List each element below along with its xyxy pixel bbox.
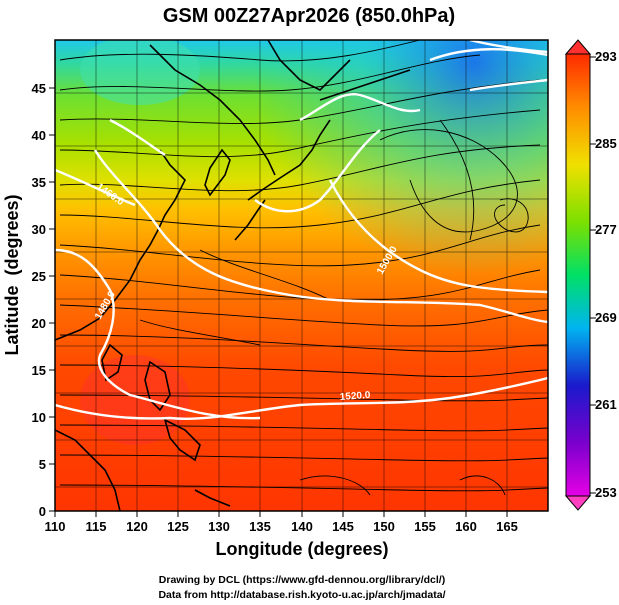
contour-label-1520: 1520.0 [339, 390, 371, 403]
colorbar-tick-label: 253 [595, 485, 617, 500]
map-title: GSM 00Z27Apr2026 (850.0hPa) [163, 5, 455, 27]
colorbar-tick-label: 293 [595, 49, 617, 64]
x-tick-label: 145 [332, 519, 354, 534]
x-tick-label: 120 [126, 519, 148, 534]
y-axis-title: Latitude (degrees) [2, 194, 22, 355]
x-tick-label: 115 [86, 519, 107, 534]
lat-lon-grid [55, 40, 548, 511]
coastlines [55, 40, 411, 511]
y-tick-label: 25 [32, 269, 46, 284]
y-tick-label: 30 [32, 222, 46, 237]
y-tick-label: 5 [39, 457, 46, 472]
plot-area: 1520.0 1460.0 1480.0 1500.0 [55, 40, 548, 511]
x-axis-title: Longitude (degrees) [215, 539, 388, 559]
colorbar-scale [565, 53, 591, 497]
y-tick-label: 10 [32, 410, 46, 425]
x-tick-label: 125 [167, 519, 189, 534]
y-tick-label: 45 [32, 81, 46, 96]
colorbar-tick-label: 285 [595, 136, 617, 151]
y-tick-label: 20 [32, 316, 46, 331]
wind-streamlines [59, 40, 548, 496]
x-tick-label: 160 [455, 519, 477, 534]
warm-region-philippines [80, 355, 190, 445]
colorbar-tick-label: 277 [595, 222, 617, 237]
cool-region-north [80, 40, 200, 105]
y-tick-label: 40 [32, 128, 46, 143]
x-tick-label: 130 [208, 519, 230, 534]
colorbar-bottom-arrow [564, 495, 592, 511]
colorbar: 293 285 277 269 261 253 [564, 39, 617, 511]
colorbar-top-arrow [564, 39, 592, 55]
y-tick-label: 35 [32, 175, 46, 190]
x-tick-label: 150 [373, 519, 395, 534]
axis-ticks [49, 87, 508, 517]
credit-drawing: Drawing by DCL (https://www.gfd-dennou.o… [159, 574, 445, 586]
y-tick-label: 15 [32, 363, 46, 378]
colorbar-tick-label: 261 [595, 397, 617, 412]
geopotential-contours [55, 40, 548, 420]
y-tick-label: 0 [39, 504, 46, 519]
credit-data: Data from http://database.rish.kyoto-u.a… [158, 589, 445, 601]
x-tick-label: 155 [414, 519, 436, 534]
x-tick-label: 135 [249, 519, 271, 534]
colorbar-tick-label: 269 [595, 310, 617, 325]
y-tick-labels: 0 5 10 15 20 25 30 35 40 45 [32, 81, 46, 519]
x-tick-label: 110 [45, 519, 66, 534]
x-tick-labels: 110 115 120 125 130 135 140 145 150 155 … [45, 519, 518, 534]
x-tick-label: 165 [496, 519, 518, 534]
x-tick-label: 140 [291, 519, 313, 534]
